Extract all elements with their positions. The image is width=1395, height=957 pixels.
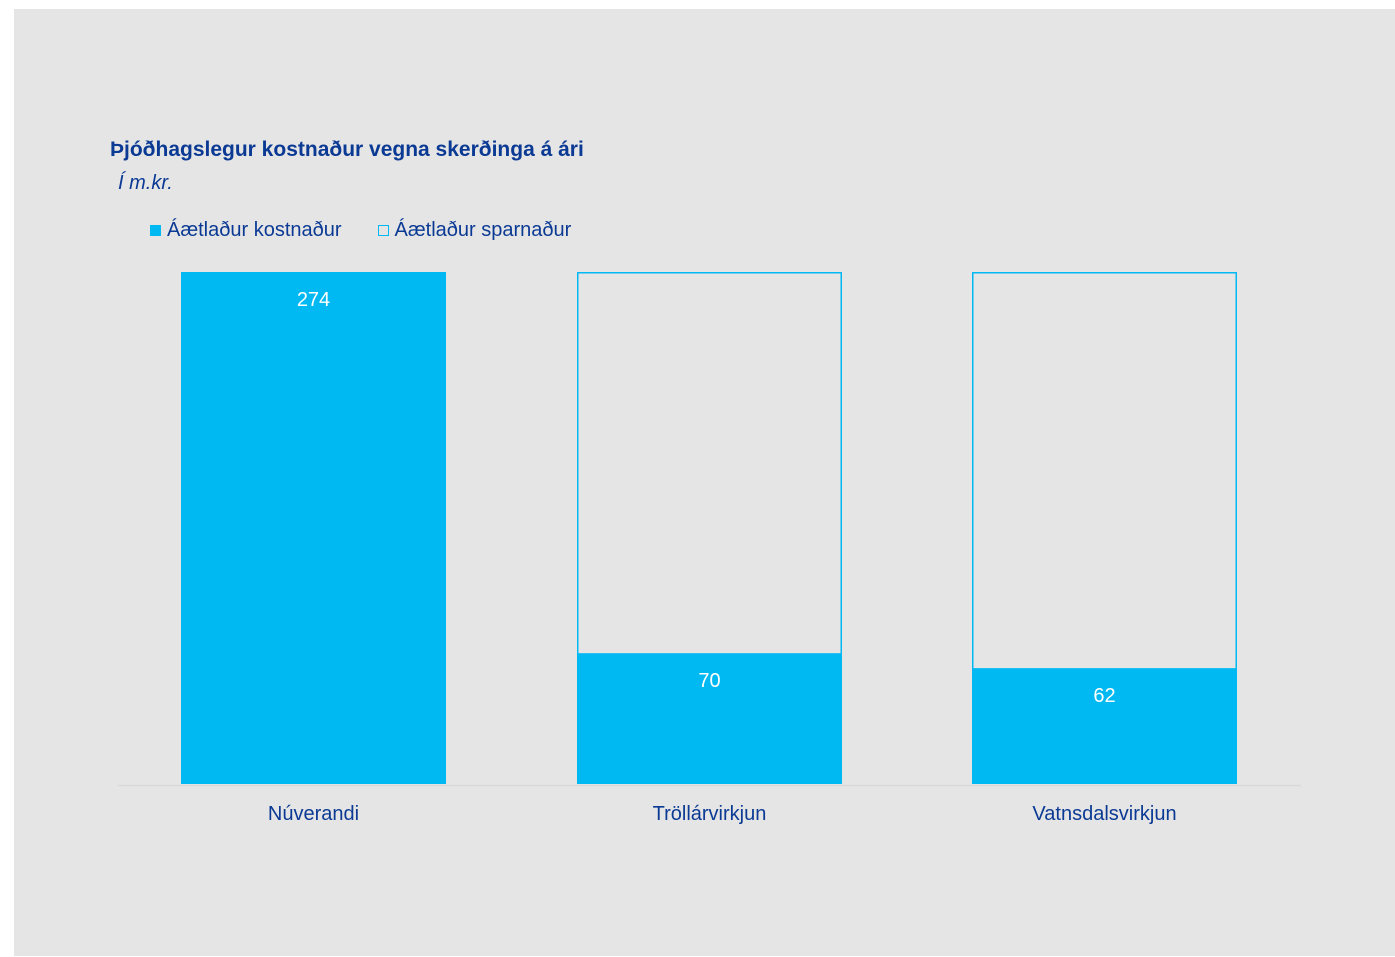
data-label: 62 xyxy=(1093,685,1115,707)
legend: Áætlaður kostnaður Áætlaður sparnaður xyxy=(150,219,571,242)
x-tick-label: Núverandi xyxy=(268,803,359,825)
bar-cost xyxy=(972,668,1237,784)
legend-swatch-filled-icon xyxy=(150,225,161,236)
x-tick-label: Vatnsdalsvirkjun xyxy=(1032,803,1176,825)
legend-label-cost: Áætlaður kostnaður xyxy=(167,219,342,241)
legend-swatch-outline-icon xyxy=(377,225,389,236)
data-label: 274 xyxy=(297,289,330,311)
bar-cost xyxy=(577,653,842,784)
legend-label-savings: Áætlaður sparnaður xyxy=(394,219,572,241)
legend-item-savings: Áætlaður sparnaður xyxy=(377,219,572,242)
bar-cost xyxy=(181,272,446,784)
x-tick-label: Tröllárvirkjun xyxy=(653,803,767,825)
chart-subtitle: Í m.kr. xyxy=(118,172,173,194)
data-label: 70 xyxy=(698,670,720,692)
legend-item-cost: Áætlaður kostnaður xyxy=(150,219,342,242)
chart-title: Þjóðhagslegur kostnaður vegna skerðinga … xyxy=(110,138,584,161)
